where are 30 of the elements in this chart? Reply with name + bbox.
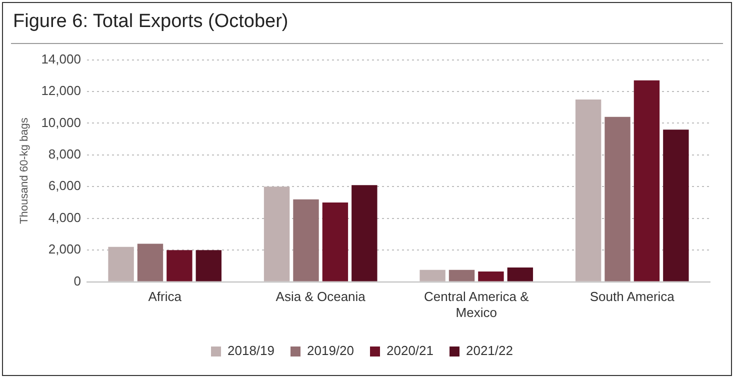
x-tick-label: South America [590,289,676,304]
y-tick-label: 12,000 [41,83,81,98]
y-tick-label: 0 [74,273,81,288]
x-tick-label: Central America & Mexico [424,289,530,320]
legend-label: 2020/21 [386,343,434,358]
y-tick-label: 2,000 [48,242,81,257]
legend-label: 2019/20 [307,343,354,358]
x-tick-label: Asia & Oceania [276,289,366,304]
bar [663,130,689,282]
bar [604,116,630,282]
chart-title: Figure 6: Total Exports (October) [13,11,288,33]
bar [293,199,319,282]
y-tick-label: 14,000 [41,51,81,66]
y-tick-label: 6,000 [48,178,81,194]
y-axis-title: Thousand 60-kg bags [18,117,31,224]
x-tick-label: Africa [148,289,182,304]
bar [137,244,164,282]
bar [507,268,534,282]
bar [634,80,660,282]
y-tick-label: 4,000 [48,210,81,225]
legend-label: 2021/22 [466,343,513,358]
bar [352,185,378,282]
legend-label: 2018/19 [228,343,275,358]
bar [322,202,348,282]
bar [448,270,475,282]
y-tick-label: 10,000 [41,114,81,130]
bar [478,271,504,282]
bar [166,250,192,282]
y-tick-label: 8,000 [48,146,81,162]
bar [196,250,222,282]
